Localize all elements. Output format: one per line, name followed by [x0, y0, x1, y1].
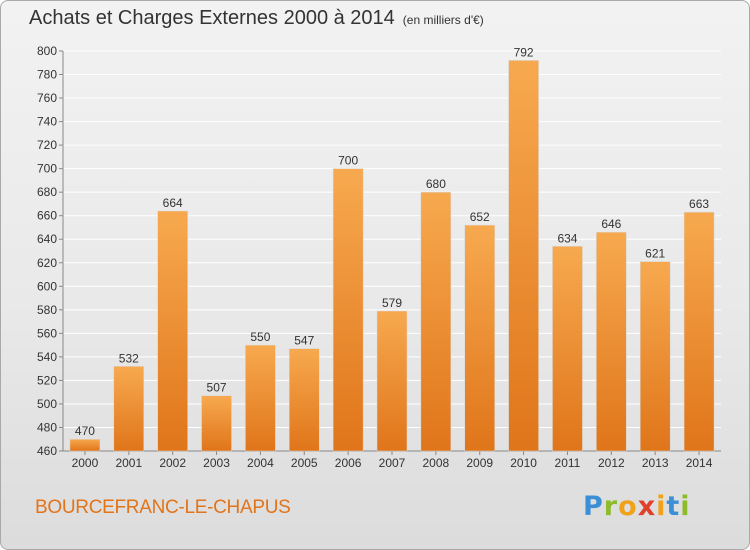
proxiti-logo: Proxiti [583, 491, 691, 522]
y-tick-label: 660 [37, 209, 57, 223]
bar [376, 310, 408, 452]
bar-value-label: 507 [207, 381, 227, 395]
bar [639, 261, 671, 452]
x-tick-label: 2010 [510, 456, 537, 470]
city-name: BOURCEFRANC-LE-CHAPUS [35, 497, 291, 518]
y-tick-label: 500 [37, 397, 57, 411]
y-tick-label: 780 [37, 68, 57, 82]
chart-subtitle: (en milliers d'€) [402, 13, 484, 27]
chart-title-text: Achats et Charges Externes 2000 à 2014 [29, 7, 395, 29]
bar-value-label: 792 [514, 45, 534, 59]
x-tick-label: 2005 [291, 456, 318, 470]
x-tick-label: 2000 [72, 456, 99, 470]
bar-value-label: 470 [75, 424, 95, 438]
x-tick-label: 2012 [598, 456, 625, 470]
bar [683, 211, 715, 452]
x-tick-label: 2004 [247, 456, 274, 470]
bar [113, 366, 145, 452]
bar-value-label: 579 [382, 296, 402, 310]
bar [464, 224, 495, 452]
bar [552, 246, 583, 452]
y-tick-label: 760 [37, 91, 57, 105]
x-tick-label: 2009 [466, 456, 493, 470]
y-tick-label: 580 [37, 303, 57, 317]
y-tick-label: 700 [37, 162, 57, 176]
x-tick-label: 2003 [203, 456, 230, 470]
y-tick-label: 520 [37, 373, 57, 387]
bar-value-label: 547 [294, 334, 314, 348]
y-tick-label: 720 [37, 138, 57, 152]
bar-value-label: 700 [338, 154, 358, 168]
x-tick-label: 2013 [642, 456, 669, 470]
x-tick-label: 2011 [555, 456, 581, 470]
y-tick-label: 680 [37, 185, 57, 199]
bar-value-label: 646 [601, 217, 621, 231]
y-tick-label: 640 [37, 232, 57, 246]
bar-value-label: 652 [470, 210, 490, 224]
bar-value-label: 550 [250, 330, 270, 344]
x-tick-label: 2002 [159, 456, 186, 470]
x-tick-label: 2001 [115, 456, 142, 470]
x-tick-label: 2008 [423, 456, 450, 470]
bar-value-label: 634 [557, 231, 577, 245]
x-tick-label: 2007 [379, 456, 406, 470]
bar-value-label: 621 [645, 247, 665, 261]
bar-value-label: 664 [163, 196, 183, 210]
y-tick-label: 540 [37, 350, 57, 364]
bar [289, 348, 320, 452]
plot-area: 460 480 500 520 540 560 580 600 620 640 660 680 700 7… [37, 44, 721, 470]
bar [157, 210, 188, 452]
y-tick-label: 620 [37, 256, 57, 270]
y-tick-label: 460 [37, 444, 57, 458]
bar [596, 231, 627, 452]
bar [201, 395, 232, 452]
bar [69, 438, 101, 452]
bar-value-label: 532 [119, 351, 139, 365]
y-tick-label: 740 [37, 115, 57, 129]
chart-title: Achats et Charges Externes 2000 à 2014 (e… [29, 7, 484, 30]
y-tick-label: 800 [37, 44, 57, 58]
bar [508, 60, 539, 452]
bar-value-label: 680 [426, 177, 446, 191]
bar-value-label: 663 [689, 197, 709, 211]
bar [332, 168, 364, 452]
bar [420, 191, 452, 452]
y-tick-label: 560 [37, 326, 57, 340]
y-tick-label: 480 [37, 420, 57, 434]
x-tick-label: 2006 [335, 456, 362, 470]
y-tick-label: 600 [37, 279, 57, 293]
bar [245, 344, 276, 452]
x-tick-label: 2014 [686, 456, 713, 470]
